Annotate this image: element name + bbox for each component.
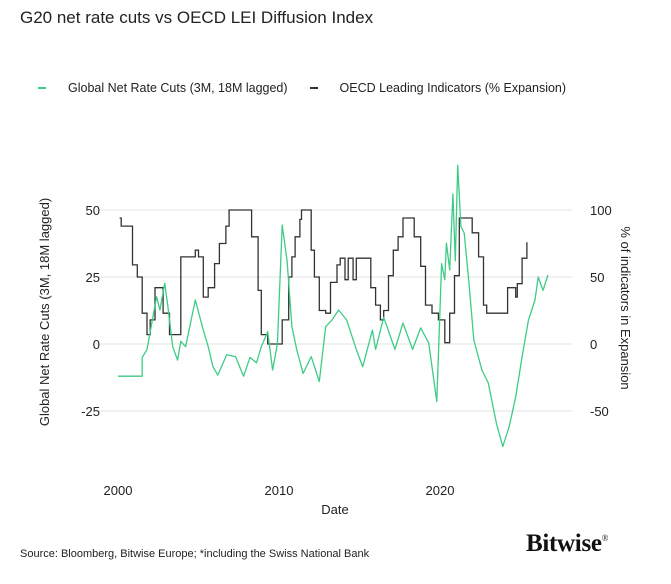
series-line-oecd-leading-indicators <box>119 209 528 345</box>
y-right-tick-label: 100 <box>590 203 612 218</box>
legend-label-rate-cuts: Global Net Rate Cuts (3M, 18M lagged) <box>68 81 288 95</box>
logo-text: Bitwise <box>526 530 602 557</box>
legend-label-oecd: OECD Leading Indicators (% Expansion) <box>339 81 567 95</box>
y-left-tick-label: -25 <box>81 404 100 419</box>
y-left-tick-label: 50 <box>86 203 100 218</box>
series-line-global-net-rate-cuts <box>118 164 549 448</box>
y-right-tick-label: 0 <box>590 337 597 352</box>
x-tick-label: 2010 <box>265 483 294 498</box>
y-left-tick-label: 25 <box>86 270 100 285</box>
y-right-axis-title: % of indicators in Expansion <box>618 226 633 389</box>
legend: Global Net Rate Cuts (3M, 18M lagged) OE… <box>20 81 566 95</box>
chart-title: G20 net rate cuts vs OECD LEI Diffusion … <box>20 8 374 27</box>
x-tick-label: 2020 <box>426 483 455 498</box>
y-right-tick-label: 50 <box>590 270 604 285</box>
legend-marker-green <box>38 87 46 89</box>
x-axis-title: Date <box>321 502 348 517</box>
source-note: Source: Bloomberg, Bitwise Europe; *incl… <box>20 548 370 560</box>
y-left-tick-label: 0 <box>93 337 100 352</box>
bitwise-logo: Bitwise® <box>526 530 609 557</box>
legend-marker-black <box>309 87 318 89</box>
y-left-axis-title: Global Net Rate Cuts (3M, 18M lagged) <box>37 198 52 426</box>
x-tick-label: 2000 <box>104 483 133 498</box>
y-right-tick-label: -50 <box>590 404 609 419</box>
